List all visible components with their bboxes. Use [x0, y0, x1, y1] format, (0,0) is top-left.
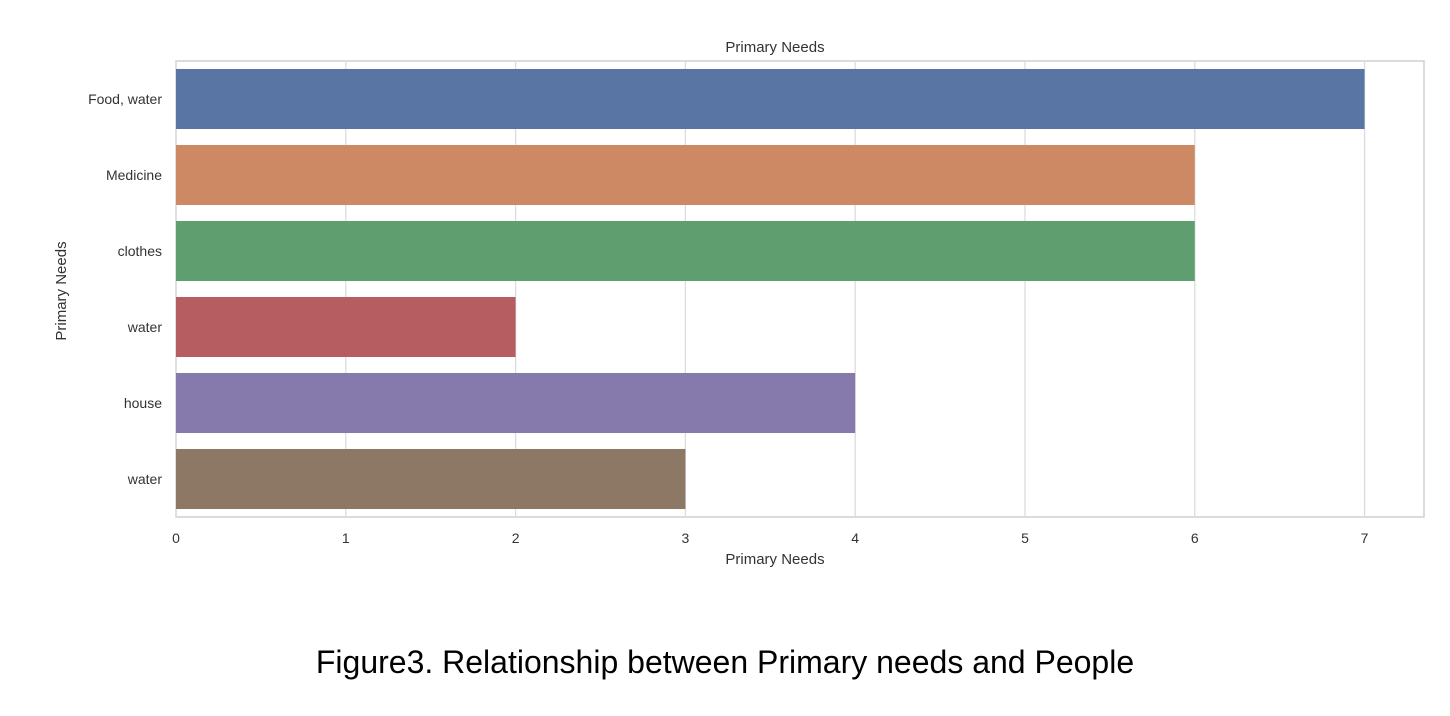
figure-caption: Figure3. Relationship between Primary ne…: [315, 644, 1135, 680]
x-tick-label: 5: [1021, 530, 1029, 546]
bar: [176, 372, 856, 434]
bar: [176, 448, 686, 510]
bar-chart: 0 1 2 3 4 5 6 7 Food, water Medicine clothes water…: [53, 39, 1425, 568]
x-tick-label: 2: [512, 530, 520, 546]
grid-lines: [175, 61, 1366, 517]
y-tick-label: water: [127, 319, 163, 335]
y-axis-title: Primary Needs: [53, 241, 70, 340]
bar: [176, 220, 1195, 282]
bar: [176, 144, 1195, 206]
bars: [176, 68, 1365, 510]
y-tick-label: clothes: [118, 243, 162, 259]
x-tick-label: 3: [681, 530, 689, 546]
y-tick-label: house: [124, 395, 162, 411]
x-tick-label: 7: [1361, 530, 1369, 546]
x-tick-label: 1: [342, 530, 350, 546]
y-tick-label: water: [127, 471, 163, 487]
bar: [176, 68, 1365, 130]
chart-title: Primary Needs: [725, 39, 824, 56]
x-tick-label: 6: [1191, 530, 1199, 546]
x-tick-label: 4: [851, 530, 859, 546]
x-tick-label: 0: [172, 530, 180, 546]
bar: [176, 296, 516, 358]
y-tick-label: Food, water: [88, 91, 162, 107]
x-axis-title: Primary Needs: [725, 551, 824, 568]
plot-area: [175, 60, 1425, 518]
y-tick-labels: Food, water Medicine clothes water house wate…: [88, 91, 162, 487]
y-tick-label: Medicine: [106, 167, 162, 183]
x-tick-labels: 0 1 2 3 4 5 6 7: [172, 530, 1369, 546]
